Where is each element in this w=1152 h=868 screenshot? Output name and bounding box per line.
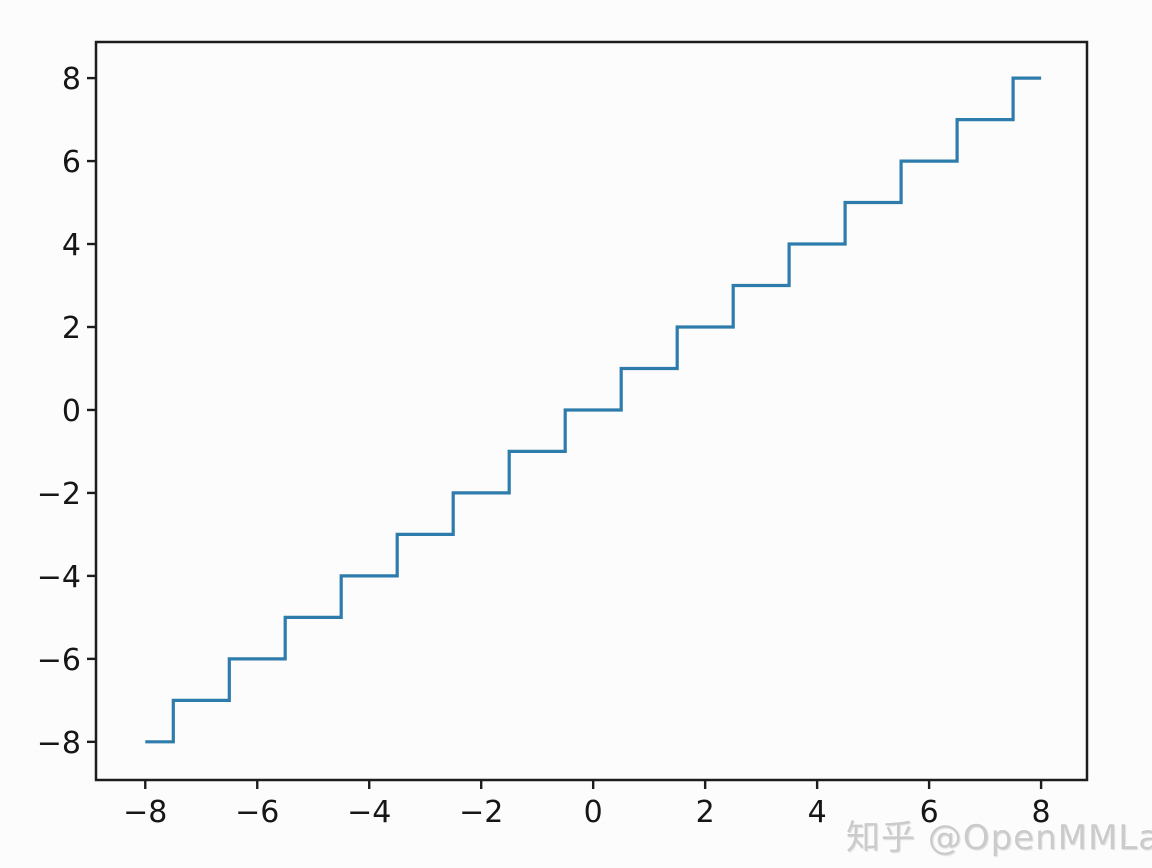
watermark-text: 知乎 @OpenMMLa: [846, 818, 1152, 858]
y-tick-label: 0: [62, 394, 81, 429]
x-tick-label: 6: [920, 795, 939, 830]
y-tick-label: 6: [62, 145, 81, 180]
x-tick-label: −4: [347, 795, 391, 830]
y-tick-label: −8: [37, 726, 81, 761]
axes-spines: [94, 40, 1089, 782]
step-line: [145, 76, 1042, 744]
y-tick-label: −6: [37, 643, 81, 678]
y-tick-label: −4: [37, 560, 81, 595]
x-tick-label: 0: [584, 795, 603, 830]
x-tick-label: 2: [696, 795, 715, 830]
y-tick-label: 8: [62, 62, 81, 97]
x-tick-label: 4: [808, 795, 827, 830]
x-tick-label: −6: [235, 795, 279, 830]
x-tick-label: −8: [123, 795, 167, 830]
x-tick-label: 8: [1032, 795, 1051, 830]
y-tick-label: 2: [62, 311, 81, 346]
x-tick-label: −2: [459, 795, 503, 830]
y-tick-label: −2: [37, 477, 81, 512]
y-tick-label: 4: [62, 228, 81, 263]
